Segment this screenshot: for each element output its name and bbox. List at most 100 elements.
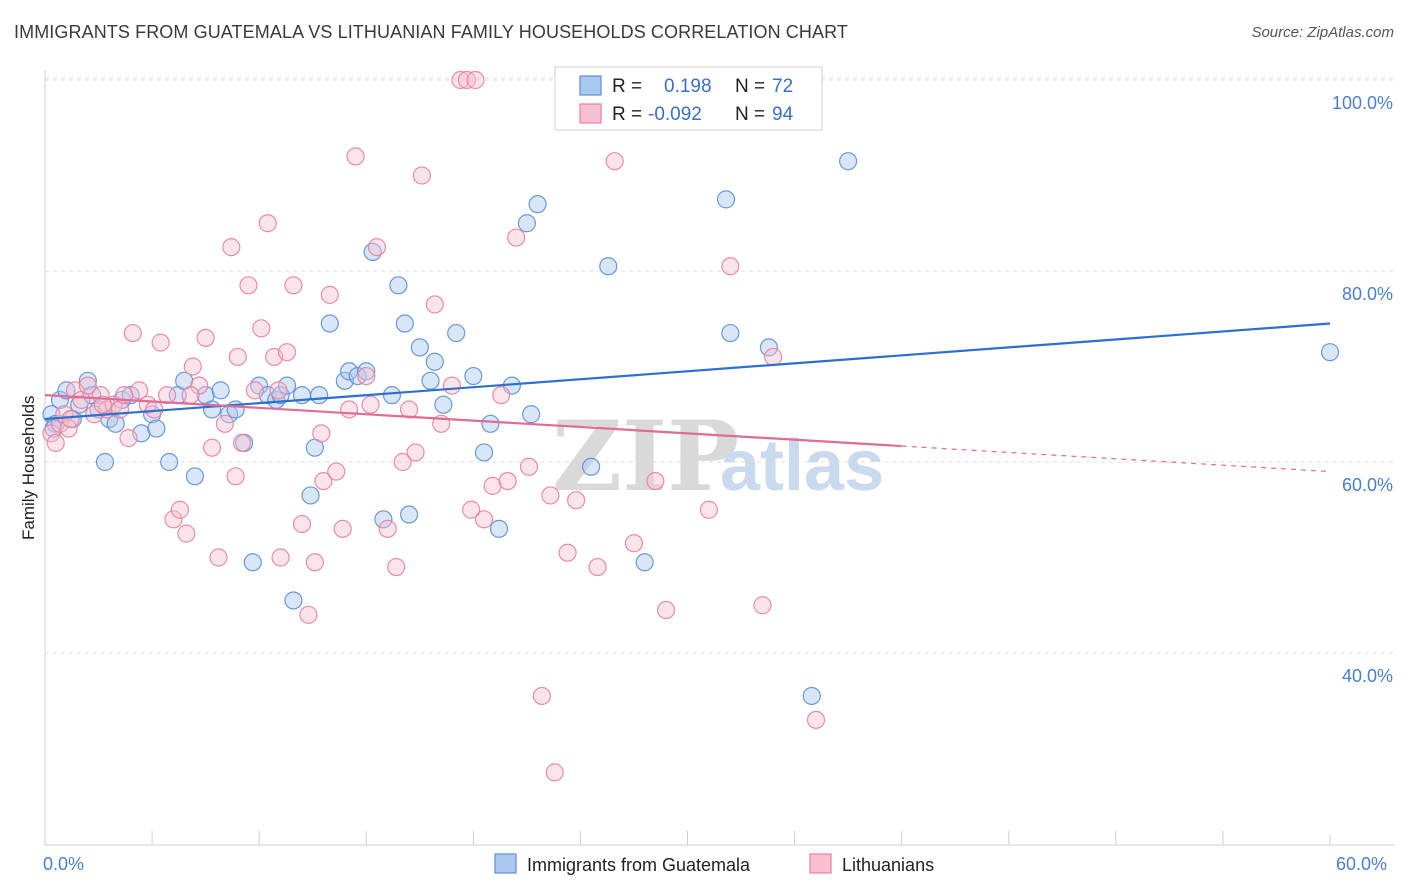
lithuanians-point-25 (196, 328, 215, 347)
stats-legend: R = 0.198 N = 72 R = -0.092 N = 94 (554, 66, 823, 131)
lithuanians-point-66 (507, 228, 526, 247)
lithuanians-point-59 (451, 70, 470, 90)
lithuanians-point-88 (312, 424, 331, 443)
lithuanians-point-37 (271, 548, 290, 567)
lithuanians-point-62 (474, 510, 494, 529)
lithuanians-point-65 (498, 472, 517, 491)
guatemala-point-47 (395, 314, 414, 333)
lithuanians-trend-line-dashed (901, 445, 1331, 473)
lithuanians-point-27 (209, 548, 228, 567)
trend-lines (44, 322, 1331, 473)
lithuanians-point-56 (425, 295, 444, 314)
guatemala-point-52 (434, 395, 453, 414)
lithuanians-point-40 (292, 514, 312, 534)
guatemala-point-60 (522, 405, 541, 424)
lithuanians-point-86 (228, 347, 247, 367)
y-tick-label-60: 60.0% (1342, 475, 1393, 495)
lithuanians-point-46 (333, 519, 352, 538)
lithuanians-point-43 (314, 472, 333, 491)
lithuanians-point-83 (93, 395, 112, 414)
lithuanians-point-64 (492, 386, 511, 405)
legend-n-value-2: 94 (772, 104, 794, 125)
legend-r-label-2: R = (612, 104, 642, 125)
lithuanians-point-44 (320, 285, 339, 304)
guatemala-point-59 (517, 214, 536, 233)
lithuanians-point-90 (393, 452, 412, 472)
legend-n-label-1: N = (735, 76, 765, 97)
lithuanians-point-54 (406, 443, 425, 462)
bottom-legend-label-guatemala: Immigrants from Guatemala (527, 855, 751, 875)
guatemala-point-23 (211, 381, 230, 400)
guatemala-point-66 (759, 338, 778, 357)
guatemala-point-69 (1320, 343, 1340, 362)
legend-swatch-pink (579, 103, 602, 124)
guatemala-point-65 (721, 323, 740, 343)
guatemala-point-68 (839, 152, 858, 171)
lithuanians-point-91 (462, 500, 481, 519)
lithuanians-point-2 (50, 414, 70, 433)
lithuanians-point-68 (532, 686, 551, 706)
lithuanians-point-63 (483, 476, 502, 495)
lithuanians-point-29 (222, 238, 241, 257)
guatemala-point-16 (147, 419, 166, 438)
watermark-zip: ZIP (552, 400, 739, 513)
x-tick-label-max: 60.0% (1336, 854, 1387, 874)
lithuanians-point-71 (567, 491, 586, 510)
lithuanians-point-28 (215, 414, 234, 433)
lithuanians-point-26 (202, 438, 222, 457)
lithuanians-point-1 (46, 433, 65, 452)
lithuanians-point-50 (367, 238, 387, 257)
lithuanians-point-18 (151, 333, 170, 352)
legend-r-label-1: R = (612, 76, 642, 97)
lithuanians-point-82 (61, 409, 80, 429)
lithuanians-point-73 (605, 152, 624, 171)
lithuanians-trend-line (44, 394, 902, 448)
lithuanians-point-53 (399, 400, 419, 419)
lithuanians-point-22 (177, 524, 196, 543)
lithuanians-point-42 (305, 553, 324, 572)
guatemala-point-67 (802, 686, 821, 706)
chart-title: IMMIGRANTS FROM GUATEMALA VS LITHUANIAN … (14, 22, 848, 42)
lithuanians-point-69 (545, 763, 564, 782)
lithuanians-point-48 (346, 147, 365, 166)
x-tick-label-min: 0.0% (43, 854, 84, 874)
lithuanians-point-35 (258, 214, 277, 233)
source-credit: Source: ZipAtlas.com (1251, 24, 1394, 41)
lithuanians-point-30 (226, 467, 245, 486)
lithuanians-point-39 (284, 276, 303, 295)
lithuanians-point-32 (239, 276, 258, 295)
lithuanians-point-41 (299, 605, 318, 624)
guatemala-point-20 (185, 467, 205, 486)
lithuanians-point-49 (357, 366, 376, 386)
lithuanians-point-14 (123, 323, 142, 343)
lithuanians-point-72 (588, 557, 607, 577)
guatemala-point-53 (447, 323, 466, 343)
lithuanians-point-70 (558, 543, 577, 562)
bottom-legend-swatch-blue (494, 853, 517, 874)
lithuanians-point-58 (442, 376, 462, 395)
guatemala-point-38 (320, 314, 339, 333)
guatemala-point-45 (382, 386, 402, 405)
guatemala-point-46 (389, 276, 408, 295)
lithuanians-point-67 (519, 457, 539, 476)
lithuanians-point-74 (624, 534, 644, 553)
y-tick-label-100: 100.0% (1332, 93, 1393, 113)
bottom-legend-swatch-pink (809, 853, 832, 874)
lithuanians-point-51 (378, 519, 397, 538)
lithuanians-point-81 (806, 710, 826, 729)
guatemala-point-32 (277, 376, 297, 395)
lithuanians-point-19 (157, 386, 177, 405)
lithuanians-point-23 (183, 357, 202, 376)
guatemala-point-64 (635, 553, 654, 572)
axes (44, 70, 1395, 846)
guatemala-point-61 (528, 195, 547, 214)
guatemala-point-27 (243, 553, 262, 572)
guatemala-point-49 (410, 338, 429, 357)
guatemala-point-70 (716, 190, 736, 209)
guatemala-point-37 (310, 386, 329, 405)
guatemala-point-55 (474, 443, 494, 462)
lithuanians-point-21 (170, 500, 190, 519)
lithuanians-point-31 (232, 433, 252, 452)
lithuanians-point-38 (277, 343, 297, 362)
